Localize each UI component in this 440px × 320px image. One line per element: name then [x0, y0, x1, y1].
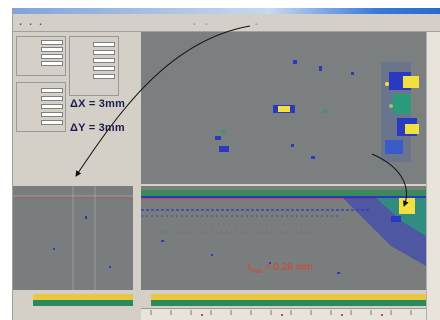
delta-y-annotation: ΔY = 3mm — [70, 122, 125, 134]
c-scan-plot — [215, 60, 419, 162]
probe-field[interactable] — [41, 88, 63, 93]
c-scan-view[interactable] — [141, 32, 426, 184]
param-field[interactable] — [41, 47, 63, 52]
probe-group — [16, 82, 66, 132]
gate-field[interactable] — [93, 50, 115, 55]
depth-subscript: max — [250, 269, 263, 275]
b-scan-left-plot — [13, 186, 133, 290]
settings-icon[interactable]: ▫ — [255, 22, 258, 28]
probe-field[interactable] — [41, 104, 63, 109]
b-scan-edge-indication — [341, 196, 426, 266]
gate-field[interactable] — [93, 58, 115, 63]
depth-value: = 0.26 mm — [264, 262, 313, 273]
title-bar — [13, 8, 440, 14]
gate-field[interactable] — [93, 74, 115, 79]
b-scan-right-plot — [141, 190, 426, 274]
max-depth-annotation: tmax = 0.26 mm — [248, 262, 312, 275]
zoom-icon[interactable]: ▫ — [193, 22, 196, 28]
amplitude-colorbar-left — [15, 292, 133, 308]
probe-field[interactable] — [41, 112, 63, 117]
delta-x-annotation: ΔX = 3mm — [70, 98, 126, 110]
depth-symbol: t — [248, 262, 251, 273]
vertical-scrollbar[interactable] — [426, 32, 440, 320]
toolbar: ▪ ▪ ▪ ▫ ▫ ▫ — [13, 20, 440, 32]
open-icon[interactable]: ▪ — [19, 22, 22, 28]
print-icon[interactable]: ▪ — [39, 22, 42, 28]
b-scan-left-view[interactable] — [13, 186, 133, 290]
edge-indication — [381, 62, 419, 162]
gate-field[interactable] — [93, 42, 115, 47]
cursor-icon[interactable]: ▫ — [205, 22, 208, 28]
ultrasonic-scan-window: ▪ ▪ ▪ ▫ ▫ ▫ — [12, 8, 440, 320]
settings-group — [16, 36, 66, 76]
menu-bar — [13, 14, 440, 20]
position-ruler — [141, 308, 426, 320]
param-field[interactable] — [41, 54, 63, 59]
save-icon[interactable]: ▪ — [29, 22, 32, 28]
param-field[interactable] — [41, 61, 63, 66]
probe-field[interactable] — [41, 120, 63, 125]
amplitude-colorbar-right — [141, 292, 426, 308]
param-field[interactable] — [41, 40, 63, 45]
centre-indication — [273, 105, 295, 113]
gate-field[interactable] — [93, 66, 115, 71]
probe-field[interactable] — [41, 96, 63, 101]
